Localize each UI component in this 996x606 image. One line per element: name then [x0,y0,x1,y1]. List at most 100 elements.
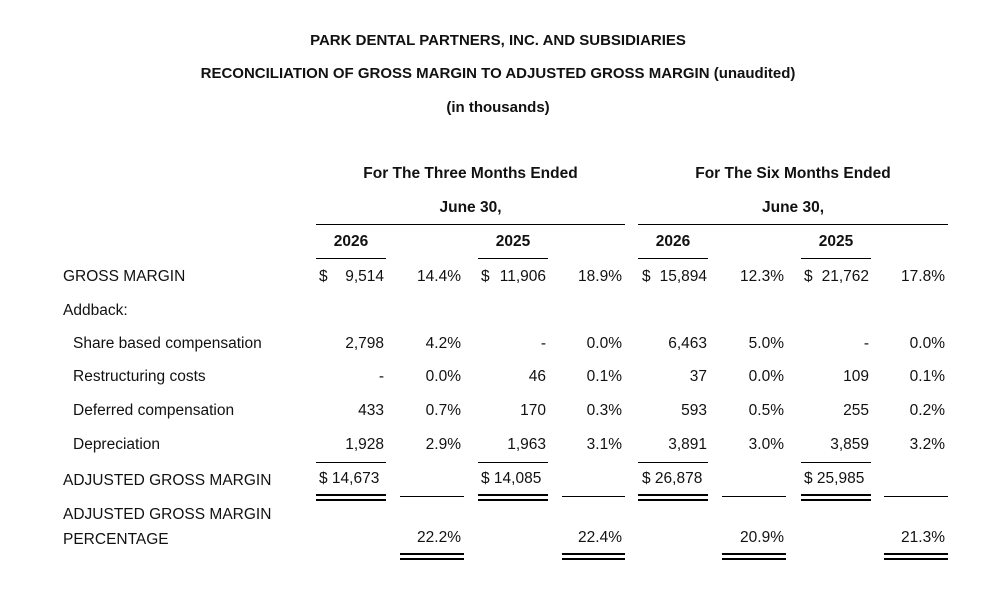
year-underline [801,258,871,259]
company-name: PARK DENTAL PARTNERS, INC. AND SUBSIDIAR… [310,32,686,49]
percent-cell: 12.3% [740,268,784,285]
amount-cell: $ 14,673 [319,470,380,487]
double-underline [884,558,948,560]
subtotal-line [478,462,548,463]
amount-cell: 593 [681,402,707,419]
subtotal-line [638,462,708,463]
percent-underline [884,496,948,497]
double-underline [638,499,708,501]
percent-underline [722,496,786,497]
three-months-date: June 30, [439,199,502,216]
double-underline [316,494,386,496]
amount-cell: - [540,335,546,352]
percent-cell: 5.0% [748,335,784,352]
amount-cell: 1,963 [507,436,546,453]
double-underline [722,558,786,560]
percent-cell: 14.4% [417,268,461,285]
adjusted-percent-cell: 22.2% [417,529,461,546]
three-months-header: For The Three Months Ended [363,165,578,182]
amount-cell: 3,891 [668,436,707,453]
adjusted-pct-label-line2: PERCENTAGE [63,531,169,548]
six-months-underline [638,224,948,225]
amount-cell: - [863,335,869,352]
percent-underline [562,496,625,497]
six-months-date: June 30, [761,199,825,216]
double-underline [400,558,464,560]
amount-cell: 37 [689,368,707,385]
adjusted-percent-cell: 21.3% [901,529,945,546]
percent-cell: 18.9% [578,268,622,285]
percent-cell: 0.0% [425,368,461,385]
currency-symbol: $ [804,268,813,285]
percent-cell: 0.1% [586,368,622,385]
adjusted-pct-label-line1: ADJUSTED GROSS MARGIN [63,506,272,523]
year-underline [478,258,548,259]
percent-cell: 0.0% [748,368,784,385]
double-underline [316,499,386,501]
percent-underline [400,496,464,497]
amount-cell: 2,798 [345,335,384,352]
amount-cell: $ 25,985 [804,470,865,487]
amount-cell: 433 [358,402,384,419]
currency-symbol: $ [319,268,328,285]
year-header: 2026 [655,233,691,250]
share-based-label: Share based compensation [73,335,262,352]
report-title: RECONCILIATION OF GROSS MARGIN TO ADJUST… [200,65,796,82]
amount-cell: 11,906 [499,268,546,285]
amount-cell: - [378,368,384,385]
double-underline [562,558,625,560]
percent-cell: 3.0% [748,436,784,453]
double-underline [400,553,464,555]
double-underline [638,494,708,496]
percent-cell: 4.2% [425,335,461,352]
currency-symbol: $ [481,268,490,285]
subtotal-line [316,462,386,463]
percent-cell: 0.1% [909,368,945,385]
percent-cell: 3.1% [586,436,622,453]
double-underline [562,553,625,555]
amount-cell: $ 26,878 [642,470,703,487]
year-header: 2025 [818,233,854,250]
amount-cell: 46 [528,368,546,385]
amount-cell: 3,859 [830,436,869,453]
double-underline [884,553,948,555]
percent-cell: 3.2% [909,436,945,453]
double-underline [801,499,871,501]
amount-cell: 21,762 [821,268,869,285]
adjusted-percent-cell: 20.9% [740,529,784,546]
year-underline [316,258,386,259]
double-underline [478,499,548,501]
amount-cell: 9,514 [345,268,384,285]
six-months-header: For The Six Months Ended [695,165,891,182]
amount-cell: 6,463 [668,335,707,352]
percent-cell: 0.5% [748,402,784,419]
amount-cell: 1,928 [345,436,384,453]
amount-cell: $ 14,085 [481,470,542,487]
gross-margin-label: GROSS MARGIN [63,268,186,285]
percent-cell: 2.9% [425,436,461,453]
adjusted-percent-cell: 22.4% [578,529,622,546]
amount-cell: 15,894 [659,268,707,285]
double-underline [722,553,786,555]
percent-cell: 0.2% [909,402,945,419]
addback-label: Addback: [63,302,128,319]
three-months-underline [316,224,625,225]
percent-cell: 0.7% [425,402,461,419]
percent-cell: 0.0% [586,335,622,352]
adjusted-gross-margin-label: ADJUSTED GROSS MARGIN [63,472,272,489]
amount-cell: 170 [520,402,546,419]
percent-cell: 17.8% [901,268,945,285]
year-underline [638,258,708,259]
double-underline [801,494,871,496]
depreciation-label: Depreciation [73,436,161,453]
subtotal-line [801,462,871,463]
deferred-label: Deferred compensation [73,402,235,419]
percent-cell: 0.0% [909,335,945,352]
amount-cell: 109 [843,368,869,385]
units-note: (in thousands) [446,99,550,116]
restructuring-label: Restructuring costs [73,368,206,385]
year-header: 2025 [495,233,531,250]
currency-symbol: $ [642,268,651,285]
amount-cell: 255 [843,402,869,419]
double-underline [478,494,548,496]
